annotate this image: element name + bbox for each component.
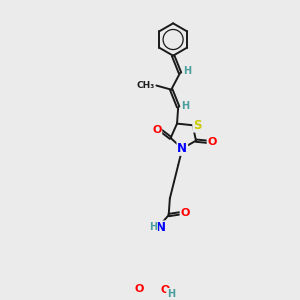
Text: CH₃: CH₃ bbox=[136, 81, 155, 90]
Text: N: N bbox=[177, 142, 187, 155]
Text: H: H bbox=[182, 101, 190, 111]
Text: O: O bbox=[152, 125, 161, 135]
Text: H: H bbox=[183, 66, 191, 76]
Text: H: H bbox=[167, 289, 175, 298]
Text: O: O bbox=[180, 208, 190, 218]
Text: O: O bbox=[135, 284, 144, 294]
Text: O: O bbox=[208, 137, 217, 147]
Text: S: S bbox=[193, 119, 202, 132]
Text: O: O bbox=[161, 285, 170, 295]
Text: H: H bbox=[149, 222, 157, 232]
Text: N: N bbox=[156, 221, 166, 234]
